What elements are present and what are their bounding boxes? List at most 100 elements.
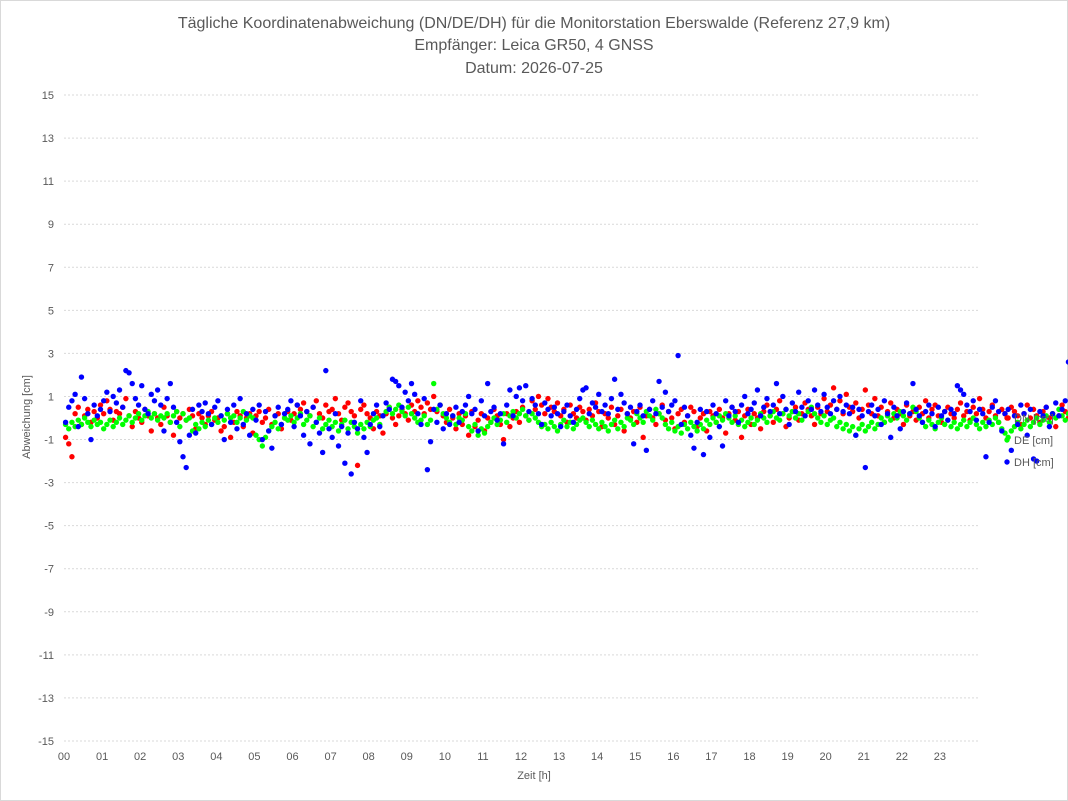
data-point: [1011, 408, 1018, 415]
data-point: [605, 410, 611, 417]
data-point: [776, 398, 783, 404]
data-point: [304, 417, 310, 423]
data-point: [653, 410, 659, 417]
data-point: [577, 395, 583, 402]
data-point: [535, 393, 542, 400]
data-point: [494, 417, 500, 423]
data-point: [554, 428, 561, 434]
x-tick-label: 20: [820, 751, 832, 763]
data-point: [608, 421, 615, 428]
data-point: [700, 426, 707, 432]
data-point: [335, 428, 342, 434]
x-tick-label: 06: [286, 751, 298, 763]
data-point: [424, 400, 431, 406]
data-point: [624, 410, 631, 417]
data-point: [224, 406, 231, 413]
data-point: [799, 404, 805, 410]
data-point: [196, 426, 202, 432]
data-point: [161, 415, 167, 421]
data-point: [62, 419, 69, 426]
data-point: [678, 421, 684, 428]
data-point: [856, 426, 862, 432]
data-point: [288, 398, 294, 404]
data-point: [1021, 410, 1027, 417]
data-point: [656, 378, 662, 385]
data-point: [849, 404, 856, 410]
data-point: [961, 391, 967, 398]
data-point: [269, 423, 275, 430]
data-point: [437, 402, 443, 408]
data-point: [497, 410, 504, 417]
data-point: [132, 395, 139, 402]
data-point: [532, 402, 538, 408]
data-point: [526, 417, 532, 423]
data-point: [878, 421, 884, 428]
data-point: [297, 406, 304, 413]
data-point: [88, 423, 94, 430]
data-point: [389, 410, 396, 417]
data-point: [561, 417, 567, 423]
data-point: [646, 413, 653, 419]
data-point: [976, 395, 983, 402]
data-point: [608, 395, 615, 402]
data-point: [716, 406, 723, 413]
data-point: [170, 432, 177, 438]
data-point: [783, 406, 789, 413]
data-point: [237, 415, 243, 421]
data-point: [307, 441, 313, 447]
data-point: [107, 417, 113, 423]
data-point: [100, 410, 107, 417]
data-point: [424, 466, 431, 473]
data-point: [951, 410, 957, 417]
data-point: [938, 413, 945, 419]
data-point: [548, 419, 554, 426]
data-point: [780, 393, 786, 400]
data-point: [85, 419, 91, 426]
data-point: [957, 400, 964, 406]
data-point: [488, 408, 494, 415]
chart-title-line-2: Empfänger: Leica GR50, 4 GNSS: [414, 37, 653, 54]
data-point: [526, 408, 532, 415]
data-points: [62, 352, 1068, 477]
data-point: [361, 434, 367, 441]
data-point: [754, 417, 761, 423]
data-point: [970, 404, 976, 410]
data-point: [729, 419, 735, 426]
data-point: [1062, 398, 1068, 404]
data-point: [97, 406, 104, 413]
data-point: [231, 413, 237, 419]
x-tick-label: 16: [667, 751, 679, 763]
data-point: [297, 413, 304, 419]
data-point: [967, 408, 973, 415]
data-point: [653, 406, 659, 413]
data-point: [888, 434, 894, 441]
data-point: [580, 415, 586, 421]
data-point: [697, 406, 704, 413]
data-point: [840, 408, 846, 415]
data-point: [475, 417, 481, 423]
data-point: [935, 404, 942, 410]
data-point: [167, 380, 174, 387]
data-point: [351, 419, 358, 426]
data-point: [894, 413, 900, 419]
data-point: [669, 402, 675, 408]
data-point: [167, 419, 174, 426]
data-point: [878, 415, 884, 421]
data-point: [392, 406, 399, 413]
data-point: [408, 410, 415, 417]
data-point: [186, 432, 193, 438]
data-point: [193, 430, 199, 436]
data-point: [608, 404, 615, 410]
data-point: [872, 395, 878, 402]
data-point: [961, 417, 967, 423]
data-point: [180, 454, 186, 460]
data-point: [732, 413, 738, 419]
data-point: [221, 436, 227, 443]
data-point: [421, 413, 427, 419]
data-point: [75, 404, 81, 410]
data-point: [843, 402, 849, 408]
data-point: [1014, 421, 1021, 428]
data-point: [551, 404, 558, 410]
data-point: [995, 419, 1002, 426]
y-tick-label: -3: [44, 478, 54, 490]
